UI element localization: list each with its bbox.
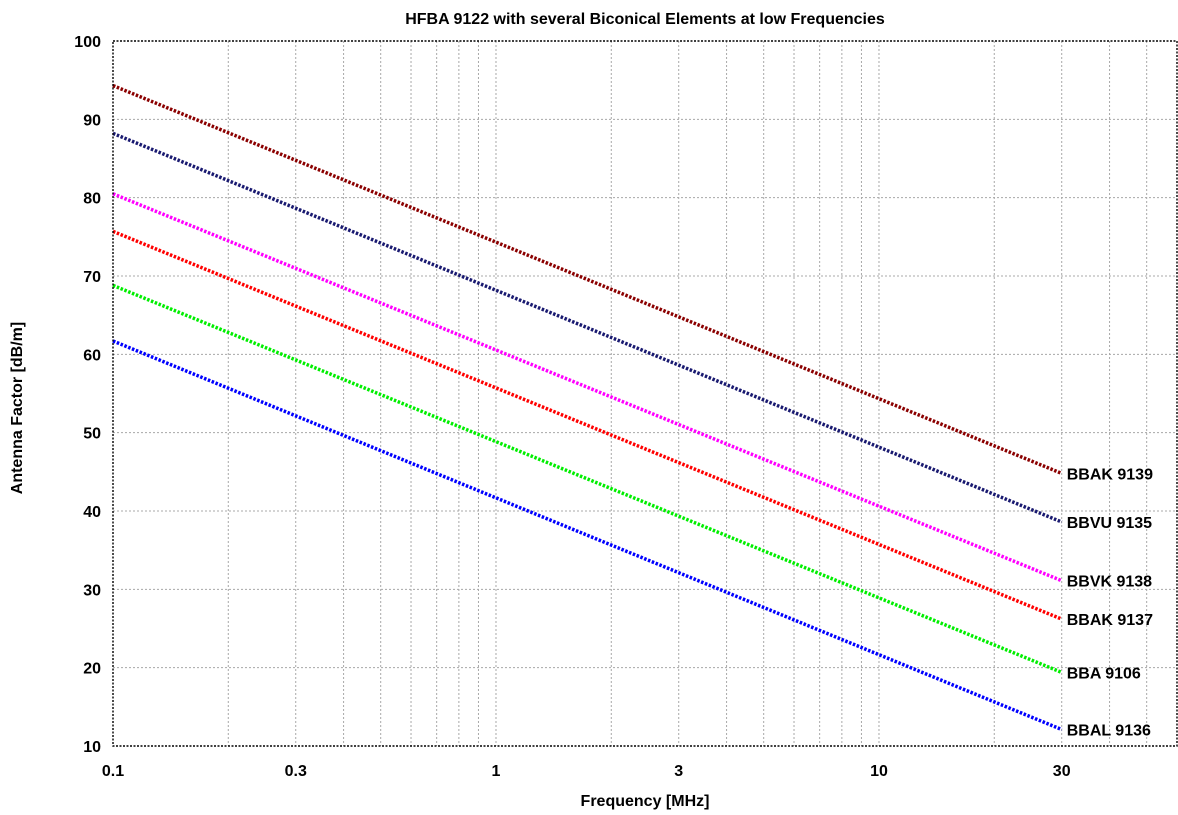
series-line (112, 339, 1063, 732)
series-line (112, 283, 1063, 675)
y-tick-label: 60 (83, 347, 101, 364)
series-line (112, 229, 1063, 621)
series-label: BBAK 9137 (1067, 612, 1153, 629)
x-tick-label: 30 (1053, 763, 1071, 780)
x-tick-labels: 0.1 0.3 1 3 10 30 (102, 763, 1071, 780)
y-tick-label: 100 (74, 34, 101, 51)
x-axis-label: Frequency [MHz] (581, 793, 710, 810)
series-label: BBA 9106 (1067, 665, 1141, 682)
series-line (112, 192, 1063, 583)
series-labels: BBAK 9139 BBVU 9135 BBVK 9138 BBAK 9137 BBA … (1067, 466, 1153, 739)
series-line (112, 83, 1063, 476)
series-label: BBAK 9139 (1067, 466, 1153, 483)
y-tick-label: 30 (83, 582, 101, 599)
x-tick-label: 0.3 (285, 763, 307, 780)
y-tick-label: 70 (83, 269, 101, 286)
y-tick-label: 20 (83, 661, 101, 678)
series-label: BBVK 9138 (1067, 574, 1152, 591)
x-tick-label: 3 (674, 763, 683, 780)
series-layer (112, 83, 1063, 732)
y-tick-label: 50 (83, 426, 101, 443)
y-tick-label: 10 (83, 739, 101, 756)
y-tick-labels: 10 20 30 40 50 60 70 80 90 100 (74, 34, 101, 756)
y-tick-label: 90 (83, 112, 101, 129)
plot-frame (112, 40, 1178, 747)
x-tick-label: 1 (492, 763, 501, 780)
series-label: BBVU 9135 (1067, 515, 1152, 532)
y-tick-label: 80 (83, 191, 101, 208)
series-label: BBAL 9136 (1067, 723, 1151, 740)
y-axis-label: Antenna Factor [dB/m] (9, 322, 26, 494)
grid-layer (113, 41, 1177, 746)
x-tick-label: 0.1 (102, 763, 124, 780)
chart-title: HFBA 9122 with several Biconical Element… (405, 11, 885, 28)
series-line (112, 131, 1063, 524)
x-tick-label: 10 (870, 763, 888, 780)
y-tick-label: 40 (83, 504, 101, 521)
